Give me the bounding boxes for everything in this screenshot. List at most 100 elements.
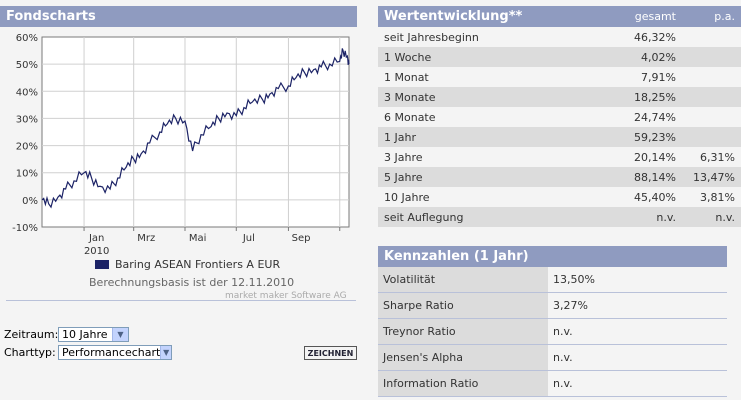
pa-value bbox=[682, 67, 741, 87]
credit-text: market maker Software AG bbox=[225, 291, 347, 301]
charttyp-select[interactable]: Performancechart ▼ bbox=[58, 345, 172, 360]
period-label: 3 Jahre bbox=[378, 147, 590, 167]
zeitraum-row: Zeitraum: 10 Jahre ▼ bbox=[4, 327, 129, 342]
x-year-label: 2010 bbox=[84, 246, 109, 257]
y-tick-label: 60% bbox=[16, 33, 38, 44]
kennzahl-value: n.v. bbox=[548, 318, 727, 345]
chart-legend: Baring ASEAN Frontiers A EUR bbox=[95, 258, 280, 271]
kennzahl-value: 13,50% bbox=[548, 267, 727, 293]
chevron-down-icon: ▼ bbox=[112, 328, 128, 341]
x-tick-label: Jul bbox=[242, 233, 255, 244]
pa-value: n.v. bbox=[682, 207, 741, 227]
draw-button[interactable]: ZEICHNEN bbox=[304, 346, 357, 360]
legend-swatch bbox=[95, 260, 109, 269]
pa-value: 6,31% bbox=[682, 147, 741, 167]
kennzahl-value: n.v. bbox=[548, 370, 727, 397]
table-row: 3 Monate 18,25% bbox=[378, 87, 741, 107]
y-tick-label: 40% bbox=[16, 87, 38, 98]
y-tick-label: -10% bbox=[12, 223, 38, 234]
period-label: 5 Jahre bbox=[378, 167, 590, 187]
performance-table: Wertentwicklung** gesamt p.a. seit Jahre… bbox=[378, 6, 741, 227]
charttyp-row: Charttyp: Performancechart ▼ bbox=[4, 345, 172, 360]
table-row: 1 Jahr 59,23% bbox=[378, 127, 741, 147]
table-row: 1 Monat 7,91% bbox=[378, 67, 741, 87]
chevron-down-icon: ▼ bbox=[160, 346, 171, 359]
pa-value: 3,81% bbox=[682, 187, 741, 207]
plot-area bbox=[41, 36, 350, 228]
total-value: 20,14% bbox=[590, 147, 682, 167]
total-value: 45,40% bbox=[590, 187, 682, 207]
x-tick-label: Sep bbox=[292, 233, 311, 244]
calculation-basis: Berechnungsbasis ist der 12.11.2010 bbox=[89, 276, 295, 289]
total-value: 24,74% bbox=[590, 107, 682, 127]
kennzahl-value: n.v. bbox=[548, 344, 727, 371]
kennzahl-label: Volatilität bbox=[378, 267, 548, 293]
x-tick-label: Mai bbox=[189, 233, 207, 244]
period-label: 3 Monate bbox=[378, 87, 590, 107]
kennzahl-label: Treynor Ratio bbox=[378, 318, 548, 345]
total-value: n.v. bbox=[590, 207, 682, 227]
pa-value bbox=[682, 107, 741, 127]
wertentwicklung-title: Wertentwicklung** bbox=[378, 6, 590, 27]
table-row: Sharpe Ratio 3,27% bbox=[378, 292, 727, 319]
y-tick-label: 50% bbox=[16, 60, 38, 71]
wertentwicklung-panel: Wertentwicklung** gesamt p.a. seit Jahre… bbox=[378, 6, 741, 227]
y-tick-label: 0% bbox=[22, 196, 38, 207]
pa-value bbox=[682, 87, 741, 107]
fondscharts-panel: Fondscharts 60% 50% 40% 30% 20% 10% 0% -10% Jan M… bbox=[0, 6, 357, 301]
pa-value bbox=[682, 47, 741, 67]
col-total-header: gesamt bbox=[590, 6, 682, 27]
legend-label: Baring ASEAN Frontiers A EUR bbox=[115, 258, 281, 271]
table-row: seit Auflegung n.v. n.v. bbox=[378, 207, 741, 227]
table-row: 6 Monate 24,74% bbox=[378, 107, 741, 127]
table-row: Volatilität 13,50% bbox=[378, 267, 727, 293]
y-tick-label: 20% bbox=[16, 142, 38, 153]
divider bbox=[6, 300, 356, 301]
period-label: 1 Monat bbox=[378, 67, 590, 87]
period-label: 6 Monate bbox=[378, 107, 590, 127]
charttyp-label: Charttyp: bbox=[4, 346, 56, 359]
table-row: 3 Jahre 20,14% 6,31% bbox=[378, 147, 741, 167]
fondscharts-title: Fondscharts bbox=[0, 6, 357, 27]
kennzahl-label: Information Ratio bbox=[378, 370, 548, 397]
kennzahl-value: 3,27% bbox=[548, 292, 727, 319]
zeitraum-value: 10 Jahre bbox=[62, 328, 108, 341]
kennzahl-label: Sharpe Ratio bbox=[378, 292, 548, 319]
total-value: 46,32% bbox=[590, 27, 682, 47]
series-line bbox=[41, 48, 350, 209]
period-label: 1 Jahr bbox=[378, 127, 590, 147]
zeitraum-select[interactable]: 10 Jahre ▼ bbox=[58, 327, 129, 342]
table-row: 1 Woche 4,02% bbox=[378, 47, 741, 67]
table-row: Information Ratio n.v. bbox=[378, 370, 727, 397]
total-value: 4,02% bbox=[590, 47, 682, 67]
charttyp-value: Performancechart bbox=[62, 346, 161, 359]
period-label: seit Auflegung bbox=[378, 207, 590, 227]
period-label: seit Jahresbeginn bbox=[378, 27, 590, 47]
period-label: 10 Jahre bbox=[378, 187, 590, 207]
pa-value bbox=[682, 27, 741, 47]
table-row: 10 Jahre 45,40% 3,81% bbox=[378, 187, 741, 207]
pa-value bbox=[682, 127, 741, 147]
col-pa-header: p.a. bbox=[682, 6, 741, 27]
kennzahlen-title: Kennzahlen (1 Jahr) bbox=[378, 246, 727, 267]
total-value: 7,91% bbox=[590, 67, 682, 87]
pa-value: 13,47% bbox=[682, 167, 741, 187]
kennzahlen-table: Volatilität 13,50% Sharpe Ratio 3,27% Treyno… bbox=[378, 267, 727, 397]
x-tick-label: Jan bbox=[88, 233, 104, 244]
period-label: 1 Woche bbox=[378, 47, 590, 67]
performance-header: Wertentwicklung** gesamt p.a. bbox=[378, 6, 741, 27]
x-tick-label: Mrz bbox=[137, 233, 155, 244]
y-tick-label: 30% bbox=[16, 114, 38, 125]
total-value: 59,23% bbox=[590, 127, 682, 147]
y-tick-label: 10% bbox=[16, 169, 38, 180]
total-value: 18,25% bbox=[590, 87, 682, 107]
chart-area: 60% 50% 40% 30% 20% 10% 0% -10% Jan Mrz Mai Jul Sep 2… bbox=[0, 27, 357, 301]
table-row: Treynor Ratio n.v. bbox=[378, 318, 727, 345]
zeitraum-label: Zeitraum: bbox=[4, 328, 59, 341]
table-row: 5 Jahre 88,14% 13,47% bbox=[378, 167, 741, 187]
kennzahl-label: Jensen's Alpha bbox=[378, 344, 548, 371]
kennzahlen-panel: Kennzahlen (1 Jahr) Volatilität 13,50% Sha… bbox=[378, 246, 727, 397]
total-value: 88,14% bbox=[590, 167, 682, 187]
table-row: Jensen's Alpha n.v. bbox=[378, 344, 727, 371]
table-row: seit Jahresbeginn 46,32% bbox=[378, 27, 741, 47]
